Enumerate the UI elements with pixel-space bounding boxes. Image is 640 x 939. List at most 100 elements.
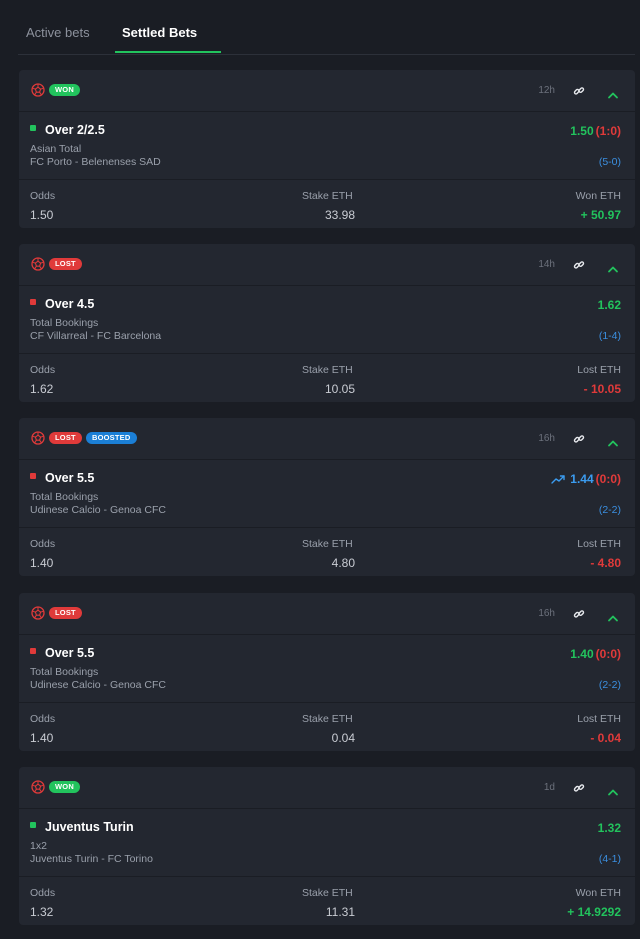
result-label: Won ETH [575,190,621,202]
bet-card-header[interactable]: WON 12h [19,70,635,111]
odds-value: 1.50 [30,208,54,222]
bets-tabs: Active bets Settled Bets [18,0,635,55]
bet-card-header[interactable]: LOST BOOSTED 16h [19,418,635,459]
bet-card-header[interactable]: WON 1d [19,767,635,808]
divider [19,459,635,460]
final-score: (5-0) [598,156,621,168]
odds-line: 1.40 (0:0) [570,647,621,661]
divider [19,702,635,703]
stake-label: Stake ETH [302,887,353,899]
odds-value: 1.32 [30,905,54,919]
football-icon [31,257,45,271]
divider [19,634,635,635]
link-icon[interactable] [573,607,585,619]
live-score: (0:0) [595,472,621,486]
bet-odds-value: 1.62 [597,298,621,312]
bet-odds-value: 1.32 [597,821,621,835]
status-badge-lost: LOST [49,258,82,270]
status-indicator [30,473,36,479]
football-icon [31,606,45,620]
result-value: - 4.80 [590,556,621,570]
link-icon[interactable] [573,258,585,270]
chevron-up-icon[interactable] [607,260,619,273]
bet-time: 1d [543,782,555,793]
bet-selection: Over 5.5 [45,471,95,485]
bet-card-header[interactable]: LOST 16h [19,593,635,634]
result-label: Lost ETH [577,364,621,376]
result-value: - 0.04 [590,731,621,745]
stake-label: Stake ETH [302,190,353,202]
link-icon[interactable] [573,781,585,793]
bet-card-header[interactable]: LOST 14h [19,244,635,285]
chevron-up-icon[interactable] [607,609,619,622]
chevron-up-icon[interactable] [607,434,619,447]
divider [19,179,635,180]
result-label: Lost ETH [577,538,621,550]
divider [19,527,635,528]
status-indicator [30,299,36,305]
result-label: Won ETH [575,887,621,899]
bet-match: FC Porto - Belenenses SAD [30,156,161,168]
stake-value: 0.04 [331,731,355,745]
bet-market: 1x2 [30,840,47,852]
link-icon[interactable] [573,432,585,444]
bet-time: 16h [538,433,555,444]
odds-line: 1.44 (0:0) [551,472,621,486]
divider [19,285,635,286]
status-indicator [30,822,36,828]
tab-settled-bets[interactable]: Settled Bets [122,25,198,40]
result-value: - 10.05 [583,382,621,396]
divider [19,353,635,354]
stake-value: 33.98 [324,208,355,222]
status-badge-won: WON [49,84,80,96]
chevron-up-icon[interactable] [607,86,619,99]
odds-label: Odds [30,887,56,899]
odds-line: 1.32 [598,821,621,835]
bet-odds-value: 1.44 [570,472,594,486]
bet-match: Udinese Calcio - Genoa CFC [30,679,166,691]
status-badge-boosted: BOOSTED [86,432,137,444]
bet-odds-value: 1.40 [570,647,594,661]
status-indicator [30,125,36,131]
divider [19,876,635,877]
football-icon [31,780,45,794]
bet-market: Total Bookings [30,666,99,678]
bet-match: CF Villarreal - FC Barcelona [30,330,162,342]
stake-value: 10.05 [324,382,355,396]
odds-value: 1.62 [30,382,54,396]
bet-match: Juventus Turin - FC Torino [30,853,153,865]
status-badge-lost: LOST [49,607,82,619]
odds-label: Odds [30,538,56,550]
active-tab-indicator [115,51,221,53]
bet-time: 14h [538,259,555,270]
odds-label: Odds [30,364,56,376]
stake-label: Stake ETH [302,713,353,725]
stake-label: Stake ETH [302,364,353,376]
bet-selection: Over 5.5 [45,646,95,660]
odds-label: Odds [30,190,56,202]
bet-card: LOST BOOSTED 16h Over 5.5 Total Bookings Udin… [19,418,635,576]
bet-odds-value: 1.50 [570,124,594,138]
tab-active-bets[interactable]: Active bets [26,25,90,40]
stake-value: 11.31 [325,905,355,919]
odds-value: 1.40 [30,731,54,745]
link-icon[interactable] [573,84,585,96]
chevron-up-icon[interactable] [607,783,619,796]
live-score: (1:0) [595,124,621,138]
live-score: (0:0) [595,647,621,661]
bet-selection: Juventus Turin [45,820,134,834]
status-badge-lost: LOST [49,432,82,444]
football-icon [31,431,45,445]
bet-selection: Over 4.5 [45,297,95,311]
status-badge-won: WON [49,781,80,793]
divider [19,111,635,112]
final-score: (2-2) [598,679,621,691]
final-score: (2-2) [598,504,621,516]
final-score: (4-1) [598,853,621,865]
odds-label: Odds [30,713,56,725]
bet-market: Total Bookings [30,317,99,329]
bet-card: LOST 16h Over 5.5 Total Bookings Udinese Cal… [19,593,635,751]
final-score: (1-4) [598,330,621,342]
odds-line: 1.62 [598,298,621,312]
divider [19,808,635,809]
